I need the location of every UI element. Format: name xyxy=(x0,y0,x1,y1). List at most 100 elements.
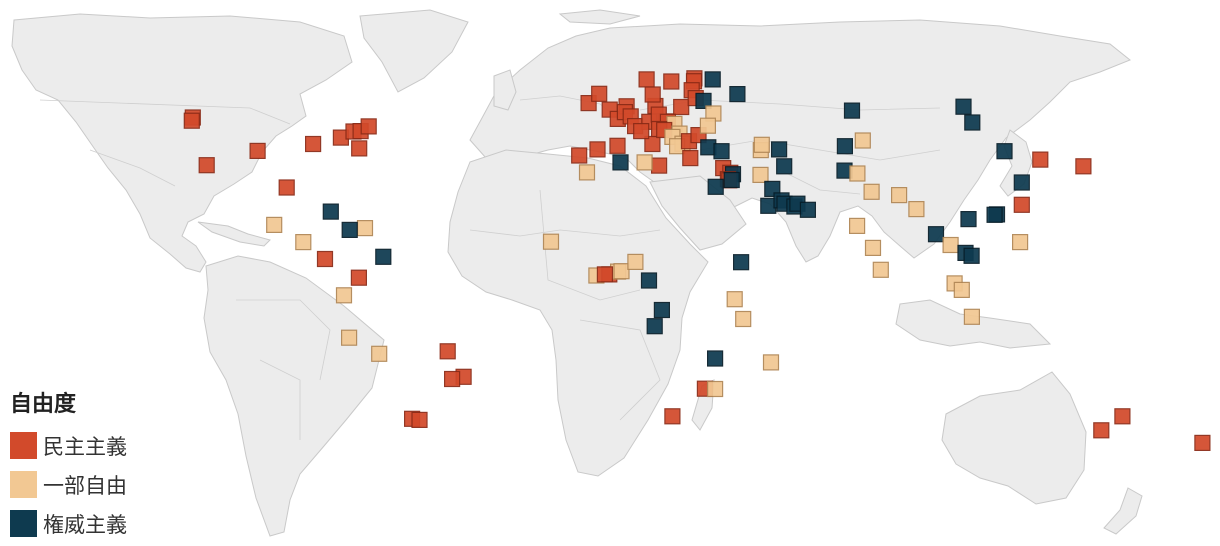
country-marker-free xyxy=(439,343,456,360)
country-marker-free xyxy=(673,98,690,116)
country-marker-partly xyxy=(1011,234,1029,251)
country-marker-notfree xyxy=(776,158,793,175)
country-marker-free xyxy=(591,85,608,102)
country-marker-partly xyxy=(356,220,374,237)
country-marker-notfree xyxy=(729,85,746,103)
legend-swatch-partly xyxy=(10,471,37,498)
country-marker-notfree xyxy=(640,272,658,289)
country-marker-notfree xyxy=(707,178,724,195)
country-marker-free xyxy=(249,142,266,159)
country-marker-partly xyxy=(341,329,358,346)
country-markers xyxy=(183,70,1211,451)
country-marker-partly xyxy=(578,164,596,181)
africa-shape xyxy=(447,149,709,477)
land-layer xyxy=(11,9,1143,537)
legend-title: 自由度 xyxy=(10,392,77,417)
country-marker-notfree xyxy=(612,154,629,171)
border-eurasia-2 xyxy=(699,139,941,161)
country-marker-partly xyxy=(627,253,644,270)
legend-label-notfree: 権威主義 xyxy=(43,512,127,537)
caribbean-shape xyxy=(197,221,271,247)
country-marker-notfree xyxy=(836,138,854,155)
country-marker-partly xyxy=(726,291,743,308)
country-marker-notfree xyxy=(341,221,358,238)
country-marker-free xyxy=(198,157,215,174)
legend-swatch-notfree xyxy=(10,510,37,537)
new-zealand-shape xyxy=(1103,487,1143,535)
country-marker-partly xyxy=(752,166,769,183)
country-marker-free xyxy=(664,408,681,425)
country-marker-partly xyxy=(706,380,724,398)
country-marker-partly xyxy=(699,117,717,134)
country-marker-partly xyxy=(335,287,353,304)
country-marker-free xyxy=(444,370,461,388)
north-america-shape xyxy=(11,13,353,273)
country-marker-free xyxy=(633,122,650,140)
country-marker-free xyxy=(682,150,699,167)
british-isles-shape xyxy=(493,69,517,111)
country-marker-partly xyxy=(963,308,981,325)
country-marker-partly xyxy=(872,261,889,278)
country-marker-partly xyxy=(735,310,752,328)
country-marker-notfree xyxy=(955,98,972,115)
country-marker-notfree xyxy=(653,301,671,319)
country-marker-free xyxy=(1194,434,1211,451)
country-marker-free xyxy=(609,137,626,154)
country-marker-notfree xyxy=(799,201,817,218)
country-marker-notfree xyxy=(770,141,788,158)
border-africa-1 xyxy=(469,229,661,237)
country-marker-free xyxy=(1114,408,1131,425)
country-marker-free xyxy=(1075,158,1092,175)
country-marker-partly xyxy=(953,281,970,298)
country-marker-free xyxy=(663,73,680,90)
legend-item-notfree: 権威主義 xyxy=(10,504,127,543)
border-us-canada xyxy=(39,99,291,125)
country-marker-free xyxy=(1013,196,1030,213)
country-marker-notfree xyxy=(996,143,1013,160)
country-marker-free xyxy=(1093,422,1110,439)
country-marker-partly xyxy=(890,187,908,204)
border-africa-3 xyxy=(579,319,661,421)
country-marker-partly xyxy=(613,263,630,280)
arctic-islands-shape xyxy=(558,9,641,25)
country-marker-notfree xyxy=(963,247,980,264)
country-marker-partly xyxy=(863,183,880,200)
country-marker-partly xyxy=(848,217,866,234)
country-marker-partly xyxy=(854,132,871,149)
country-marker-notfree xyxy=(986,206,1003,223)
country-marker-notfree xyxy=(732,254,750,271)
country-marker-notfree xyxy=(704,71,721,88)
country-marker-partly xyxy=(266,216,283,233)
country-marker-notfree xyxy=(843,102,861,119)
country-marker-partly xyxy=(908,201,925,218)
country-marker-free xyxy=(589,141,606,158)
border-sa-1 xyxy=(236,299,331,381)
legend-label-partly: 一部自由 xyxy=(43,473,127,498)
border-sa-2 xyxy=(259,359,301,440)
legend-label-free: 民主主義 xyxy=(43,434,127,459)
country-marker-free xyxy=(596,266,614,283)
country-marker-free xyxy=(350,269,367,286)
country-marker-partly xyxy=(295,234,312,251)
south-america-shape xyxy=(203,255,385,537)
country-marker-free xyxy=(351,140,368,157)
country-marker-notfree xyxy=(713,143,730,160)
country-marker-free xyxy=(638,71,655,88)
australia-shape xyxy=(941,371,1087,505)
country-marker-notfree xyxy=(695,92,712,110)
country-marker-partly xyxy=(942,236,959,254)
country-marker-notfree xyxy=(960,211,977,228)
country-marker-notfree xyxy=(964,114,981,131)
country-marker-notfree xyxy=(375,248,392,265)
country-marker-partly xyxy=(864,239,882,256)
legend-item-free: 民主主義 xyxy=(10,426,127,465)
country-marker-free xyxy=(650,157,668,174)
border-eurasia-3 xyxy=(779,169,861,195)
border-us-mexico xyxy=(89,149,176,187)
country-marker-free xyxy=(360,118,377,135)
country-marker-partly xyxy=(542,233,560,250)
country-marker-notfree xyxy=(723,171,740,189)
country-marker-notfree xyxy=(1013,174,1030,191)
country-marker-free xyxy=(644,86,661,103)
